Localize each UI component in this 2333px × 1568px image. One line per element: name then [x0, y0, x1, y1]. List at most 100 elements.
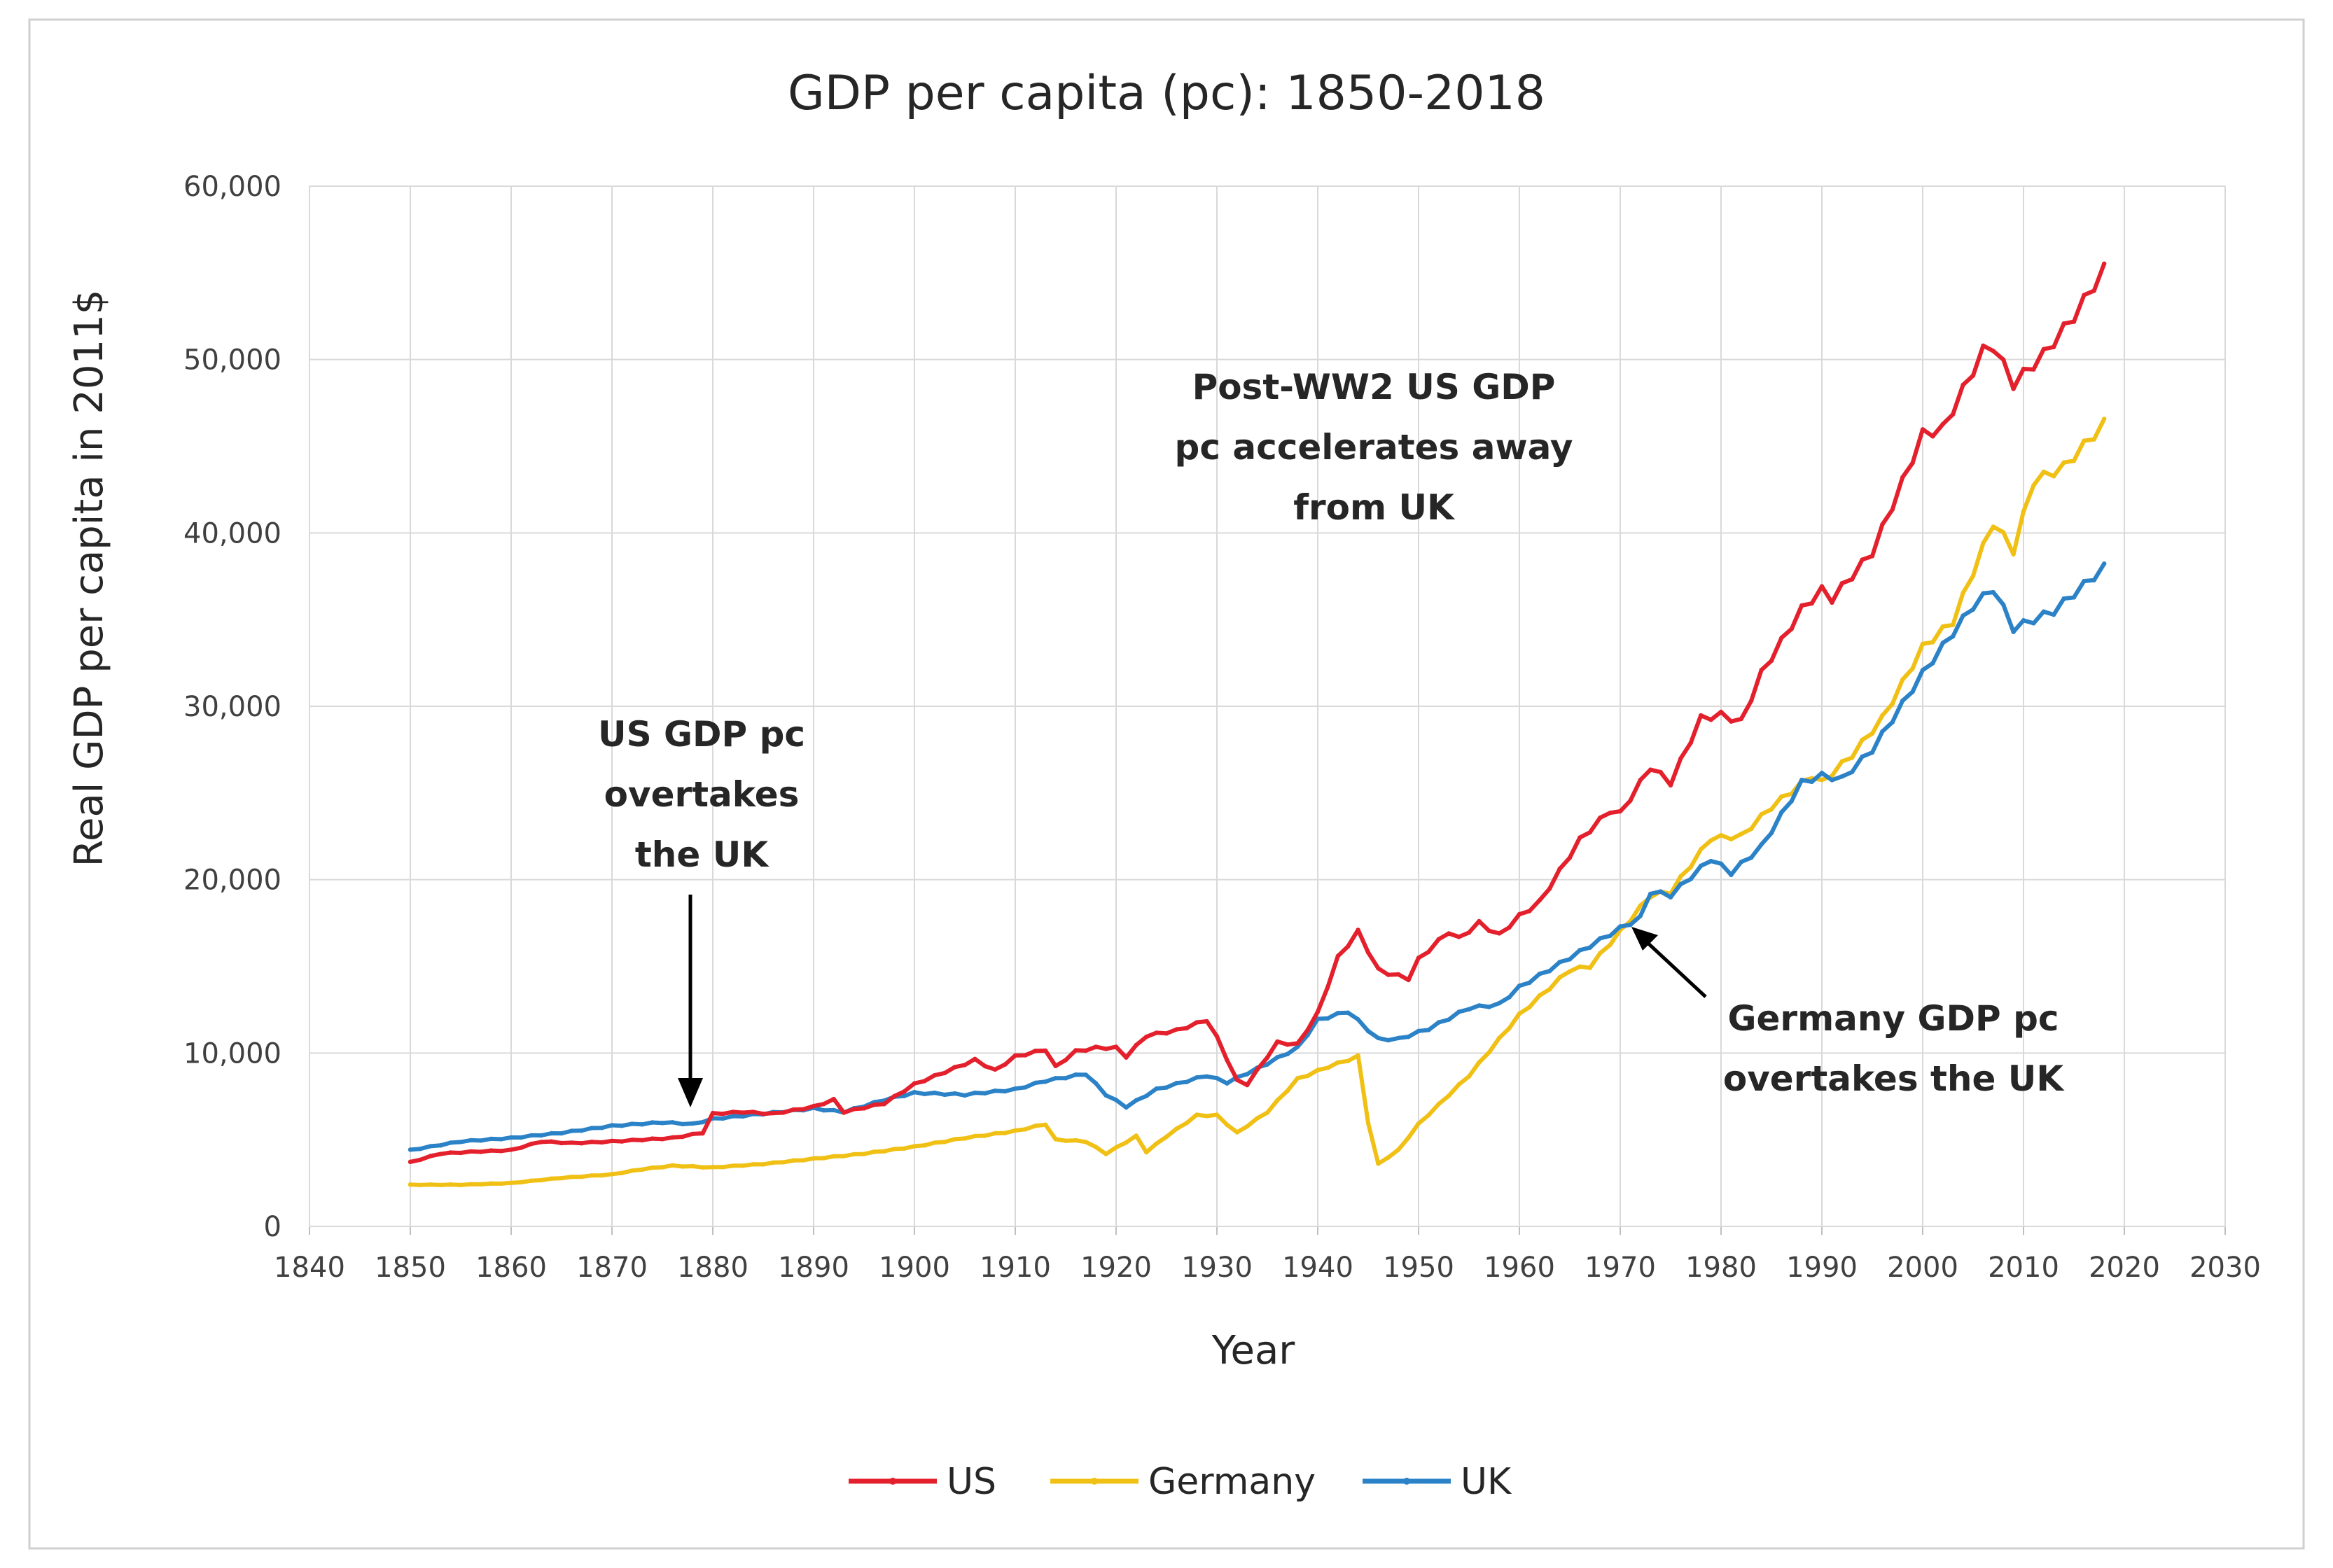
x-tick-label: 1990	[1786, 1252, 1858, 1284]
data-point-us	[508, 1147, 514, 1152]
data-point-uk	[1497, 1000, 1502, 1006]
data-point-us	[1204, 1018, 1209, 1024]
data-point-germany	[902, 1146, 907, 1151]
data-point-us	[1447, 931, 1451, 936]
data-point-uk	[408, 1147, 413, 1152]
data-point-germany	[1094, 1144, 1099, 1149]
data-point-us	[1567, 855, 1573, 860]
data-point-germany	[720, 1165, 725, 1170]
data-point-germany	[821, 1156, 826, 1161]
data-point-germany	[640, 1167, 645, 1172]
data-point-us	[458, 1150, 464, 1156]
data-point-us	[811, 1103, 816, 1109]
data-point-germany	[1325, 1065, 1330, 1070]
data-point-uk	[1729, 872, 1734, 878]
data-point-us	[1103, 1046, 1108, 1051]
data-point-germany	[1265, 1110, 1270, 1115]
data-point-us	[1497, 931, 1502, 936]
data-point-us	[2091, 288, 2096, 293]
x-tick-label: 1950	[1383, 1252, 1454, 1284]
data-point-uk	[1759, 842, 1764, 847]
data-point-us	[1617, 808, 1623, 814]
data-point-us	[1325, 984, 1330, 990]
data-point-germany	[1850, 755, 1855, 760]
data-point-germany	[1587, 965, 1592, 970]
data-point-germany	[1416, 1121, 1421, 1126]
data-point-germany	[1386, 1155, 1391, 1160]
data-point-us	[861, 1106, 867, 1111]
annotation-germany-overtakes: Germany GDP pc overtakes the UK	[1631, 927, 2065, 1099]
data-point-us	[1910, 461, 1915, 465]
data-point-germany	[2082, 438, 2087, 443]
data-point-us	[428, 1154, 433, 1158]
annotation-arrowhead	[678, 1078, 703, 1107]
data-point-germany	[1083, 1140, 1089, 1144]
data-point-us	[478, 1149, 483, 1154]
data-point-us	[922, 1079, 927, 1084]
data-point-germany	[620, 1170, 625, 1175]
x-axis-title: Year	[1211, 1328, 1296, 1373]
data-point-germany	[489, 1181, 494, 1186]
data-point-germany	[2041, 469, 2046, 475]
data-point-us	[851, 1107, 856, 1112]
x-tick-label: 1940	[1282, 1252, 1353, 1284]
data-point-uk	[418, 1147, 423, 1152]
data-point-germany	[1930, 640, 1935, 645]
data-point-uk	[1608, 933, 1613, 939]
data-point-uk	[489, 1136, 494, 1142]
data-point-germany	[2061, 460, 2066, 465]
data-point-germany	[1970, 573, 1976, 578]
data-point-us	[993, 1067, 998, 1072]
data-point-us	[549, 1139, 554, 1144]
data-point-us	[1214, 1034, 1220, 1039]
annotation-arrow	[1644, 939, 1707, 998]
data-point-uk	[1103, 1093, 1108, 1098]
data-point-us	[1477, 918, 1482, 924]
data-point-uk	[428, 1144, 433, 1149]
data-point-us	[1053, 1063, 1058, 1069]
data-point-uk	[569, 1128, 574, 1133]
data-point-us	[1981, 343, 1986, 348]
data-point-germany	[629, 1168, 634, 1173]
data-point-germany	[872, 1149, 877, 1154]
data-point-uk	[741, 1114, 746, 1119]
data-point-us	[1729, 719, 1734, 724]
data-point-us	[1830, 600, 1834, 605]
data-point-germany	[1295, 1076, 1300, 1081]
data-point-uk	[973, 1090, 977, 1096]
data-point-uk	[468, 1138, 473, 1143]
data-point-us	[1991, 349, 1996, 354]
data-point-uk	[1033, 1080, 1038, 1086]
y-tick-label: 60,000	[183, 171, 281, 203]
data-point-uk	[1416, 1028, 1421, 1034]
data-point-us	[539, 1140, 544, 1144]
data-point-us	[1507, 925, 1512, 930]
x-axis-ticks: 1840 1850 1860 1870 1880 1890 1900 1910 1920 1930…	[274, 1252, 2261, 1284]
data-point-uk	[2001, 602, 2006, 607]
data-point-germany	[680, 1164, 685, 1169]
data-point-uk	[1981, 591, 1986, 596]
data-point-uk	[448, 1140, 453, 1145]
data-point-uk	[1839, 774, 1844, 779]
data-point-germany	[1951, 622, 1956, 627]
data-point-uk	[1930, 661, 1935, 666]
data-point-uk	[1144, 1093, 1149, 1098]
data-point-uk	[1850, 769, 1855, 775]
data-point-germany	[710, 1165, 716, 1170]
data-point-uk	[1396, 1035, 1401, 1041]
data-point-uk	[1779, 810, 1784, 815]
data-point-us	[1063, 1058, 1068, 1063]
data-point-us	[1134, 1042, 1139, 1048]
data-point-germany	[2021, 509, 2026, 514]
data-point-uk	[1386, 1037, 1391, 1043]
data-point-us	[680, 1134, 685, 1140]
data-point-germany	[1113, 1144, 1119, 1150]
data-point-germany	[1739, 832, 1743, 836]
data-point-us	[872, 1102, 877, 1107]
data-point-us	[418, 1157, 423, 1163]
data-point-uk	[2091, 578, 2096, 582]
data-point-germany	[1023, 1127, 1028, 1132]
data-point-germany	[539, 1177, 544, 1183]
data-point-us	[2021, 366, 2026, 372]
y-tick-label: 10,000	[183, 1037, 281, 1070]
